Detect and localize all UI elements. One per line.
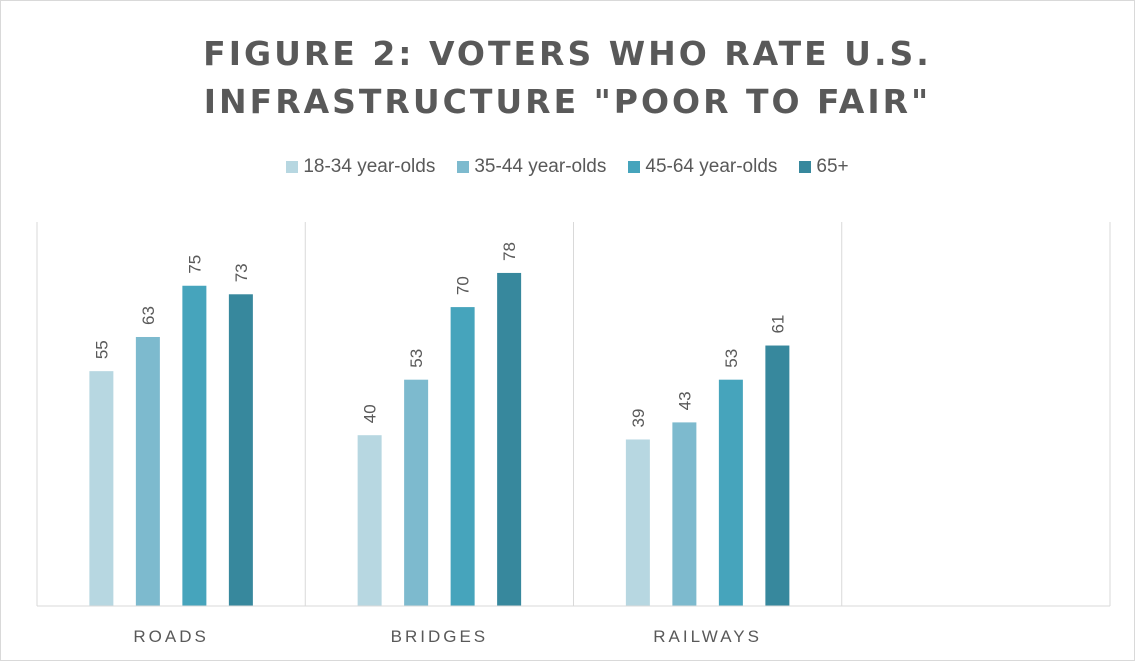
chart-title: FIGURE 2: VOTERS WHO RATE U.S. INFRASTRU… <box>203 34 932 121</box>
data-label: 61 <box>768 315 787 334</box>
bar <box>89 371 114 606</box>
data-label: 75 <box>185 255 204 274</box>
bar <box>718 379 743 606</box>
data-label: 43 <box>675 391 694 410</box>
legend-swatch-65-plus <box>799 161 812 173</box>
data-label: 39 <box>629 409 648 428</box>
legend-item-45-64: 45-64 year-olds <box>628 156 777 178</box>
category-label: RAILWAYS <box>653 627 762 646</box>
bar <box>357 435 382 606</box>
bar <box>450 307 475 606</box>
legend-swatch-18-34 <box>286 161 299 173</box>
data-label: 70 <box>454 276 473 295</box>
bar <box>765 345 790 606</box>
data-label: 53 <box>407 349 426 368</box>
legend-swatch-45-64 <box>628 161 641 173</box>
bar <box>182 285 207 606</box>
data-label: 40 <box>361 404 380 423</box>
bar <box>135 336 160 606</box>
category-label: ROADS <box>133 627 208 646</box>
legend-label-65-plus: 65+ <box>816 156 849 177</box>
data-label: 78 <box>500 242 519 261</box>
bar <box>672 422 697 606</box>
data-label: 53 <box>722 349 741 368</box>
legend-item-65-plus: 65+ <box>799 156 849 178</box>
legend-label-35-44: 35-44 year-olds <box>474 156 607 177</box>
bar <box>404 379 429 606</box>
data-label: 63 <box>139 306 158 325</box>
chart-legend: 18-34 year-olds 35-44 year-olds 45-64 ye… <box>0 156 1135 178</box>
bar <box>497 272 522 606</box>
category-label: BRIDGES <box>391 627 489 646</box>
legend-item-35-44: 35-44 year-olds <box>457 156 606 178</box>
legend-item-18-34: 18-34 year-olds <box>286 156 435 178</box>
legend-label-18-34: 18-34 year-olds <box>303 156 436 177</box>
data-label: 73 <box>232 263 251 282</box>
legend-swatch-35-44 <box>457 161 470 173</box>
bar <box>625 439 650 606</box>
data-label: 55 <box>92 340 111 359</box>
legend-label-45-64: 45-64 year-olds <box>645 156 778 177</box>
bar <box>228 294 253 606</box>
